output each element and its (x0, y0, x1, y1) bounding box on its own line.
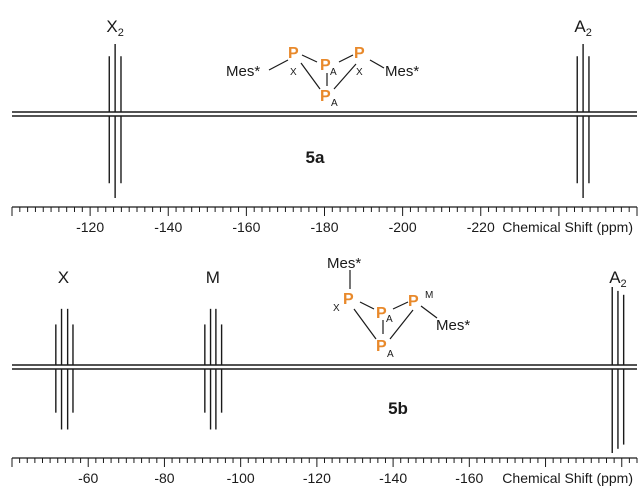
atom-label: A (331, 98, 338, 109)
compound-label: 5a (306, 148, 325, 167)
tick-label: -160 (232, 219, 260, 235)
compound-label: 5b (388, 399, 408, 418)
substituent-label: Mes* (226, 63, 260, 80)
x-axis: -120 -140 -160 -180 -200 -220 Chemical Shift (… (11, 206, 638, 235)
tick-label: -180 (310, 219, 338, 235)
phosphorus-atom: P (288, 45, 299, 62)
structure-bonds (268, 54, 385, 90)
peak-label: M (206, 268, 220, 287)
tick-label: -80 (154, 470, 174, 486)
spectrum-traces (12, 44, 637, 198)
phosphorus-atom: P (408, 293, 419, 310)
phosphorus-atom: P (354, 45, 365, 62)
phosphorus-atom: P (320, 57, 331, 74)
x-axis-label: Chemical Shift (ppm) (502, 470, 633, 486)
phosphorus-atom: P (320, 88, 331, 105)
atom-label: X (356, 67, 363, 78)
substituent-label: Mes* (385, 63, 419, 80)
peak-labels: X2 A2 (106, 17, 591, 39)
spectrum-traces (12, 287, 637, 453)
tick-label: -140 (154, 219, 182, 235)
peak-label: X2 (106, 17, 123, 39)
substituent-label: Mes* (327, 255, 361, 272)
atom-label: M (425, 290, 433, 301)
spectrum-panel-5b: X M A2 Mes* Mes* P P P P X A M A 5b -60 -80… (11, 255, 638, 486)
atom-label: A (386, 314, 393, 325)
x-axis: -60 -80 -100 -120 -140 -160 Chemical Shift (pp… (11, 457, 638, 486)
phosphorus-atom: P (376, 305, 387, 322)
atom-label: A (330, 67, 337, 78)
tick-label: -100 (227, 470, 255, 486)
phosphorus-atom: P (376, 338, 387, 355)
tick-label: -60 (78, 470, 98, 486)
tick-label: -120 (303, 470, 331, 486)
tick-label: -140 (379, 470, 407, 486)
atom-label: X (333, 303, 340, 314)
tick-label: -120 (76, 219, 104, 235)
structure-5b: Mes* Mes* P P P P X A M A (327, 255, 470, 360)
tick-label: -220 (467, 219, 495, 235)
structure-5a: Mes* Mes* P P P P X A X A (226, 45, 419, 109)
substituent-label: Mes* (436, 317, 470, 334)
peak-label: A2 (609, 268, 626, 290)
spectrum-panel-5a: X2 A2 Mes* Mes* P P P P X A X A 5a -120 -1… (11, 17, 638, 235)
structure-bonds (349, 270, 438, 340)
x-axis-label: Chemical Shift (ppm) (502, 219, 633, 235)
atom-label: X (290, 67, 297, 78)
tick-label: -200 (389, 219, 417, 235)
peak-label: X (58, 268, 69, 287)
tick-label: -160 (455, 470, 483, 486)
atom-label: A (387, 349, 394, 360)
phosphorus-atom: P (343, 291, 354, 308)
peak-label: A2 (574, 17, 591, 39)
